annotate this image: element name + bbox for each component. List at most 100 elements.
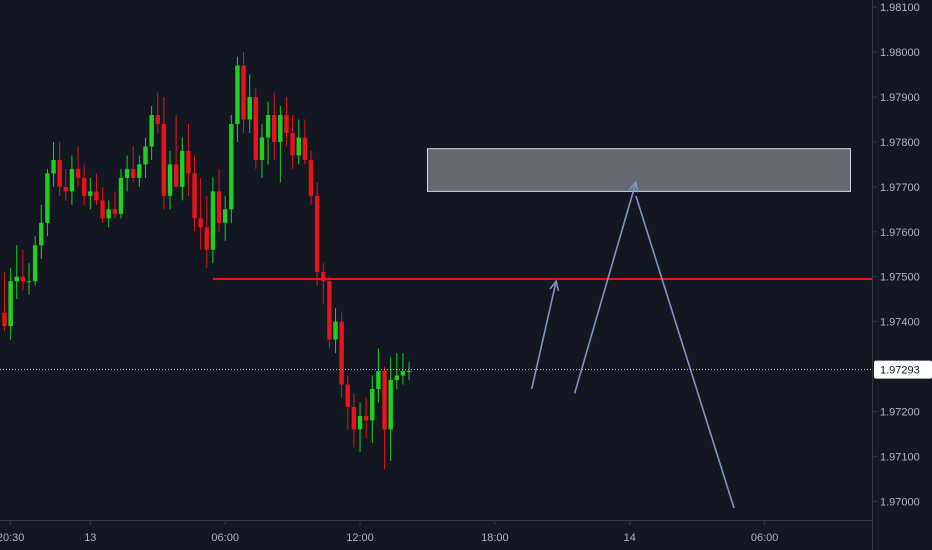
candle: [20, 249, 26, 291]
time-tick-label: 14: [624, 532, 636, 544]
candle-body: [26, 281, 32, 283]
candle-body: [278, 115, 283, 142]
time-axis[interactable]: 20:30 13 06:00 12:00 18:00 14 06:00: [0, 520, 872, 544]
candle-body: [186, 150, 191, 174]
drawings-layer: [0, 148, 872, 509]
candle-body: [137, 164, 142, 178]
candle: [112, 191, 118, 219]
candle: [173, 115, 179, 187]
candle: [14, 245, 19, 300]
candle-body: [149, 115, 154, 147]
candle-body: [51, 159, 56, 174]
candle: [370, 375, 375, 443]
candle: [247, 74, 252, 133]
candle-body: [161, 124, 167, 196]
candle-body: [63, 186, 68, 192]
candle: [167, 150, 173, 210]
candle-body: [173, 164, 179, 187]
candle: [57, 141, 62, 196]
candle-body: [81, 177, 87, 196]
candle: [124, 155, 130, 192]
candle: [394, 353, 400, 389]
candle-body: [333, 321, 338, 340]
candle-body: [20, 276, 26, 282]
candle-body: [321, 272, 326, 282]
candle: [137, 155, 142, 187]
candle-body: [204, 227, 209, 250]
trend-arrow[interactable]: [530, 279, 560, 390]
candle: [94, 173, 99, 205]
arrow-head: [549, 279, 560, 292]
price-tick-label: 1.97000: [880, 496, 920, 508]
candle-body: [8, 281, 13, 327]
candle-body: [131, 168, 136, 178]
candle: [345, 375, 350, 430]
candle-body: [265, 115, 271, 138]
candle-body: [155, 115, 160, 125]
candle-body: [88, 191, 93, 196]
candle: [131, 146, 136, 183]
candle-body: [118, 177, 124, 214]
candle: [357, 402, 363, 452]
candle: [382, 366, 387, 470]
price-tick-label: 1.97500: [880, 272, 920, 284]
candle-body: [272, 115, 277, 142]
candle-body: [296, 137, 301, 156]
candle: [180, 137, 185, 201]
price-tick-label: 1.97100: [880, 451, 920, 463]
candle-body: [124, 168, 130, 178]
candle-body: [253, 97, 259, 160]
candle: [229, 115, 234, 223]
candle-body: [75, 168, 81, 178]
candle: [363, 397, 369, 439]
candle: [406, 362, 412, 381]
trend-arrow[interactable]: [635, 195, 735, 509]
candle-body: [69, 168, 75, 192]
time-tick-label: 20:30: [0, 532, 24, 544]
candle-body: [382, 371, 387, 430]
candle-body: [327, 281, 332, 340]
candle: [204, 195, 209, 268]
candle: [388, 357, 393, 461]
candle: [284, 97, 289, 147]
candle: [327, 276, 332, 349]
candle: [253, 88, 259, 169]
candle: [51, 141, 56, 187]
price-axis[interactable]: 1.98100 1.98000 1.97900 1.97800 1.97700 1.976…: [872, 0, 932, 550]
candle: [400, 353, 406, 385]
last-price-tag: 1.97293: [874, 360, 932, 379]
candle: [259, 124, 265, 178]
candle-body: [39, 222, 44, 246]
candle-body: [14, 276, 19, 282]
candle: [106, 200, 111, 228]
candle: [75, 146, 81, 187]
candle: [192, 155, 197, 232]
price-tick-label: 1.97800: [880, 137, 920, 149]
arrow-head: [628, 180, 639, 193]
candle: [278, 106, 283, 183]
price-tick-label: 1.97400: [880, 317, 920, 329]
trend-arrow[interactable]: [573, 180, 639, 394]
candle: [235, 56, 240, 142]
candle-body: [229, 124, 234, 210]
candle-body: [235, 65, 240, 125]
time-tick-label: 06:00: [751, 532, 779, 544]
resistance-zone[interactable]: [426, 148, 851, 192]
candle-body: [351, 406, 357, 430]
candle: [69, 155, 75, 205]
candle: [45, 168, 50, 237]
price-tick-label: 1.98100: [880, 2, 920, 14]
arrow-shaft: [530, 281, 557, 390]
candle-body: [106, 209, 111, 219]
candle-body: [302, 137, 308, 160]
candle: [321, 263, 326, 304]
candle: [88, 177, 93, 210]
candle: [198, 177, 203, 250]
candle: [39, 204, 44, 259]
candle-body: [388, 380, 393, 430]
price-tick-label: 1.97700: [880, 182, 920, 194]
candle-body: [192, 173, 197, 219]
candle: [155, 92, 160, 133]
candle-body: [210, 191, 216, 250]
